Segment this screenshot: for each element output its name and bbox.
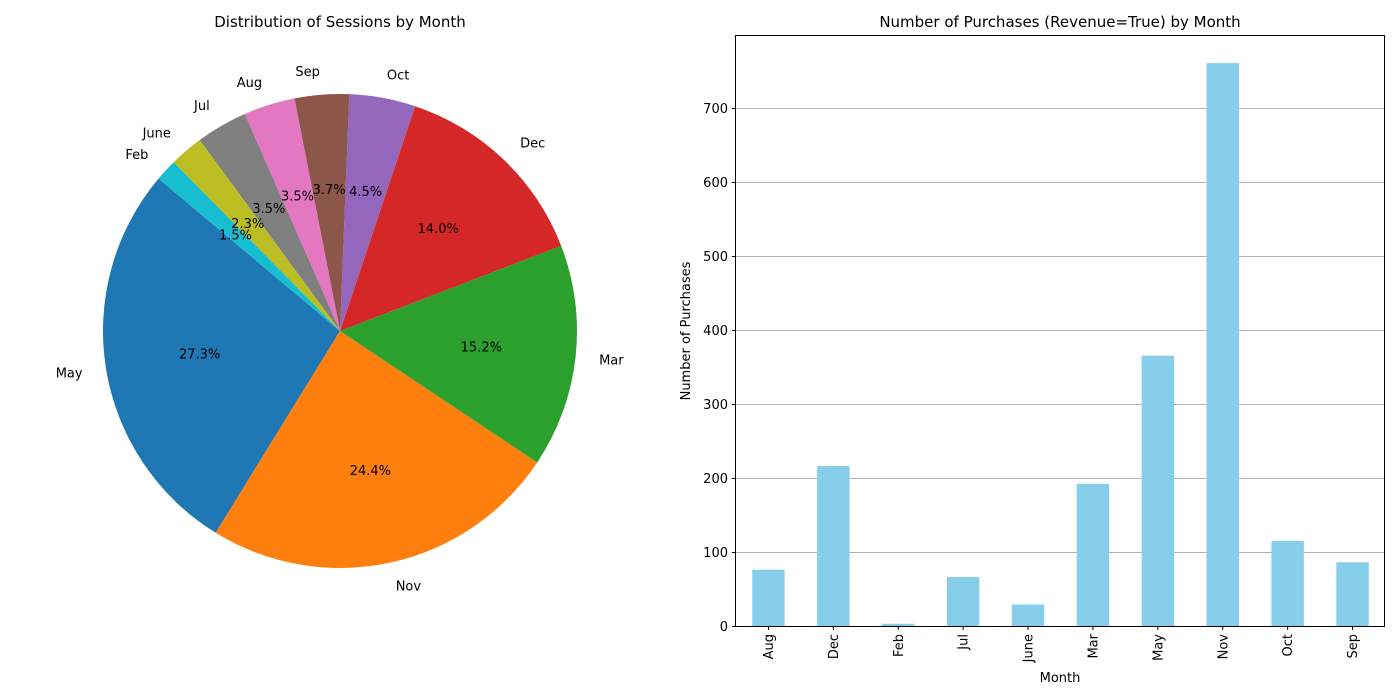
pie-slices: [103, 93, 578, 568]
bar-bars: [752, 63, 1369, 626]
pie-slice-may: [103, 178, 340, 533]
pie-labels: May 27.3% Nov 24.4% Mar 15.2% Dec 14.0% Oct 4.5% S…: [56, 65, 625, 595]
pie-chart: Distribution of Sessions by Month May 27.…: [56, 13, 625, 595]
bar-aug: [752, 569, 785, 626]
bar-chart: Number of Purchases (Revenue=True) by Mo…: [679, 13, 1385, 686]
pie-chart-title: Distribution of Sessions by Month: [214, 13, 466, 31]
pie-percent-dec: 14.0%: [418, 222, 459, 237]
bar-x-tick-label-aug: Aug: [762, 634, 777, 659]
bar-x-tick-label-mar: Mar: [1087, 633, 1102, 658]
bar-y-tick-label: 300: [703, 398, 728, 413]
bar-x-tick-label-nov: Nov: [1216, 634, 1231, 660]
pie-label-may: May: [56, 367, 83, 382]
bar-jul: [946, 577, 980, 626]
pie-percent-jul: 3.5%: [252, 202, 285, 217]
pie-slice-dec: [340, 106, 562, 332]
pie-label-feb: Feb: [125, 148, 148, 163]
bar-y-tick-label: 400: [703, 324, 728, 339]
pie-label-june: June: [142, 127, 171, 142]
bar-x-tick-label-jul: Jul: [957, 634, 972, 651]
pie-label-jul: Jul: [193, 99, 210, 114]
bar-x-tick-label-oct: Oct: [1281, 634, 1296, 656]
bar-x-tick-label-sep: Sep: [1346, 634, 1361, 659]
pie-slice-nov: [215, 331, 538, 568]
bar-sep: [1336, 562, 1369, 626]
pie-percent-oct: 4.5%: [349, 185, 382, 200]
bar-y-axis-label: Number of Purchases: [679, 261, 694, 400]
pie-slice-mar: [340, 245, 578, 463]
pie-percent-feb: 1.5%: [219, 229, 252, 244]
pie-slice-june: [173, 140, 340, 331]
pie-percent-nov: 24.4%: [350, 464, 391, 479]
pie-percent-aug: 3.5%: [281, 189, 314, 204]
bar-chart-title: Number of Purchases (Revenue=True) by Mo…: [879, 13, 1240, 31]
bar-x-ticks: Aug Dec Feb Jul June Mar May Nov Oct Sep: [762, 626, 1361, 663]
bar-x-tick-label-june: June: [1022, 634, 1037, 663]
bar-y-tick-label: 600: [703, 176, 728, 191]
bar-oct: [1271, 540, 1304, 626]
pie-percent-sep: 3.7%: [313, 183, 346, 198]
pie-slice-feb: [158, 162, 340, 331]
bar-feb: [882, 623, 915, 626]
pie-label-oct: Oct: [387, 69, 409, 84]
pie-label-mar: Mar: [599, 354, 624, 369]
pie-percent-may: 27.3%: [179, 348, 220, 363]
pie-label-sep: Sep: [295, 65, 320, 80]
bar-y-tick-label: 0: [720, 620, 728, 635]
bar-may: [1141, 355, 1175, 626]
bar-nov: [1206, 63, 1239, 626]
bar-dec: [817, 466, 850, 626]
pie-slice-oct: [340, 94, 416, 332]
bar-mar: [1076, 483, 1110, 626]
bar-y-tick-label: 500: [703, 250, 728, 265]
pie-label-dec: Dec: [520, 137, 545, 152]
bar-x-tick-label-may: May: [1151, 634, 1166, 661]
bar-y-tick-label: 700: [703, 102, 728, 117]
pie-slice-aug: [244, 98, 340, 331]
bar-x-axis-label: Month: [1040, 671, 1081, 686]
bar-y-ticks: 0 100 200 300 400 500 600 700: [703, 102, 736, 635]
bar-y-tick-label: 200: [703, 472, 728, 487]
pie-slice-sep: [294, 93, 350, 331]
bar-june: [1011, 604, 1045, 626]
bar-x-tick-label-feb: Feb: [892, 634, 907, 657]
pie-label-nov: Nov: [396, 580, 422, 595]
pie-slice-jul: [199, 113, 340, 331]
bar-y-tick-label: 100: [703, 546, 728, 561]
pie-percent-june: 2.3%: [231, 217, 264, 232]
pie-label-aug: Aug: [237, 76, 262, 91]
pie-percent-mar: 15.2%: [461, 341, 502, 356]
bar-x-tick-label-dec: Dec: [827, 634, 842, 659]
